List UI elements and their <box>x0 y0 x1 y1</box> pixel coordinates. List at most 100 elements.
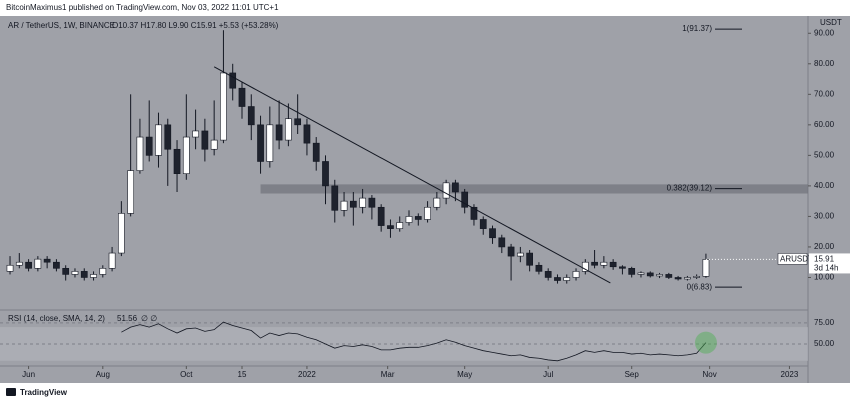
symbol-box <box>777 253 808 265</box>
candle-body <box>71 271 79 275</box>
x-tick-label: Jul <box>543 370 553 379</box>
y-tick-label: 10.00 <box>814 273 835 282</box>
candle-body <box>544 271 552 278</box>
candle-body <box>220 72 227 141</box>
candle-body <box>136 136 144 171</box>
candle-body <box>433 197 441 208</box>
candle-body <box>516 252 524 257</box>
chart-background <box>0 16 850 383</box>
candle-body <box>498 237 506 248</box>
candle-body <box>62 268 70 275</box>
candle-body <box>108 252 116 269</box>
candle-body <box>43 258 51 263</box>
candle-body <box>396 222 404 229</box>
candle-body <box>591 261 598 266</box>
candle-body <box>257 124 264 162</box>
fib-label: 0(6.83) <box>687 282 713 291</box>
candle-body <box>368 197 376 208</box>
currency: USDT <box>820 18 842 27</box>
candle-body <box>201 130 209 150</box>
candle-body <box>489 228 496 239</box>
candle-body <box>349 200 357 208</box>
candle-body <box>359 197 366 208</box>
candle-body <box>405 216 413 223</box>
y-tick-label: 80.00 <box>814 59 835 68</box>
rsi-tick-label: 50.00 <box>814 339 835 348</box>
x-tick-label: Jun <box>22 370 35 379</box>
candle-body <box>192 130 199 138</box>
candle-body <box>275 124 283 141</box>
x-tick-label: Aug <box>96 370 110 379</box>
candle-body <box>229 72 237 89</box>
candle-body <box>247 106 255 126</box>
candle-body <box>656 274 663 277</box>
x-tick-label: Nov <box>703 370 717 379</box>
candle-body <box>377 206 385 226</box>
candle-body <box>535 264 543 272</box>
candle-body <box>340 200 348 211</box>
chart-title: AR / TetherUS, 1W, BINANCE <box>8 21 115 30</box>
candle-body <box>526 252 533 266</box>
y-tick-label: 50.00 <box>814 150 835 159</box>
candle-body <box>609 261 617 268</box>
candle-body <box>53 261 60 269</box>
candle-body <box>6 264 14 272</box>
candle-body <box>99 268 107 275</box>
candle-body <box>312 142 320 162</box>
trendline <box>213 66 611 284</box>
candle-body <box>452 182 459 193</box>
x-tick-label: Oct <box>180 370 193 379</box>
candle-body <box>442 182 450 199</box>
candle-body <box>25 261 32 269</box>
candle-body <box>470 206 478 220</box>
candle-body <box>424 206 431 220</box>
candle-body <box>619 266 626 269</box>
candle-body <box>182 136 190 174</box>
candle-body <box>15 261 23 266</box>
candle-body <box>80 271 88 278</box>
x-tick-label: 15 <box>238 370 247 379</box>
candle-body <box>674 277 682 280</box>
candle-body <box>331 185 339 211</box>
fib-label: 0.382(39.12) <box>667 184 713 193</box>
candle-body <box>581 261 589 272</box>
rsi-highlight <box>694 331 717 354</box>
candle-body <box>266 124 274 162</box>
candle-body <box>563 277 571 281</box>
candle-body <box>507 246 515 257</box>
candle-body <box>702 259 710 277</box>
publisher: BitcoinMaximus1 published on TradingView… <box>6 3 279 12</box>
rsi-value: 51.56 <box>117 314 138 323</box>
candle-body <box>479 219 487 229</box>
y-tick-label: 30.00 <box>814 212 835 221</box>
candle-body <box>572 271 580 278</box>
candle-body <box>461 191 469 208</box>
y-tick-label: 90.00 <box>814 28 835 37</box>
candle-body <box>34 258 42 269</box>
candle-body <box>285 118 292 141</box>
candle-body <box>173 148 181 174</box>
rsi-line <box>121 321 707 362</box>
candle-body <box>684 277 691 280</box>
candle-body <box>637 272 645 275</box>
rsi-title: RSI (14, close, SMA, 14, 2) <box>8 314 105 323</box>
candle-body <box>693 276 701 278</box>
footer-logo <box>6 388 16 396</box>
fib-label: 1(91.37) <box>682 24 712 33</box>
candle-body <box>303 124 311 144</box>
candle-body <box>127 170 135 214</box>
candle-body <box>414 216 422 220</box>
resistance-zone <box>260 184 808 194</box>
last-price: 15.91 <box>814 255 835 264</box>
symbol-label: ARUSDT <box>780 255 813 264</box>
candle-body <box>164 124 172 150</box>
candle-body <box>145 136 153 156</box>
y-tick-label: 60.00 <box>814 120 835 129</box>
countdown: 3d 14h <box>814 264 838 273</box>
candle-body <box>210 139 218 150</box>
candle-body <box>155 124 162 156</box>
candle-body <box>600 261 608 266</box>
y-tick-label: 40.00 <box>814 181 835 190</box>
candle-body <box>90 274 97 278</box>
